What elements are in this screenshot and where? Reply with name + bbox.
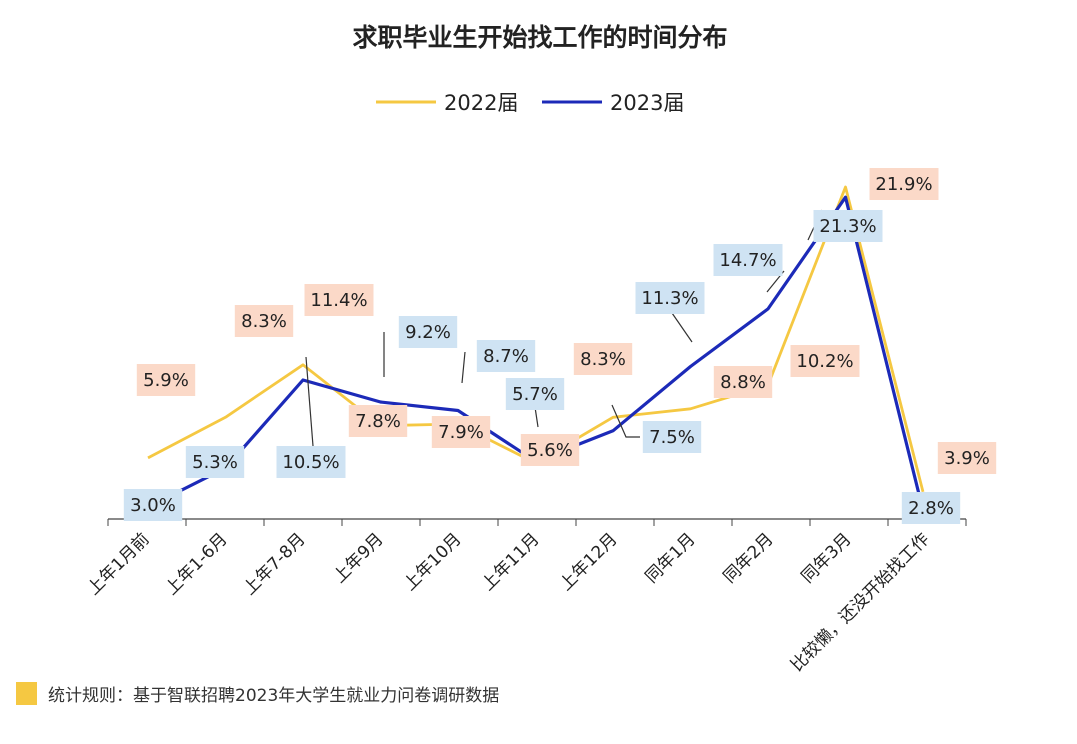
data-label-text: 21.3% bbox=[819, 216, 876, 237]
data-label-1-7: 11.3% bbox=[635, 282, 705, 314]
data-label-text: 10.2% bbox=[796, 351, 853, 372]
footnote-text: 统计规则：基于智联招聘2023年大学生就业力问卷调研数据 bbox=[48, 686, 499, 706]
footnote-marker bbox=[16, 682, 37, 705]
data-label-bg bbox=[398, 316, 458, 348]
data-label-0-6: 8.3% bbox=[573, 343, 633, 375]
legend-label-1: 2023届 bbox=[610, 91, 684, 115]
data-label-bg bbox=[573, 343, 633, 375]
data-label-text: 11.3% bbox=[641, 288, 698, 309]
data-label-text: 10.5% bbox=[282, 452, 339, 473]
data-label-text: 8.3% bbox=[580, 349, 626, 370]
label-leader-line bbox=[534, 406, 539, 428]
data-labels: 5.9% 8.3% 11.4% 7.8% 7.9% 5.6% 8.3% 8.8% 10.2% 21… bbox=[123, 168, 997, 524]
data-label-bg bbox=[185, 446, 245, 478]
x-tick-label: 上年12月 bbox=[556, 529, 622, 595]
data-label-bg bbox=[635, 282, 705, 314]
data-label-bg bbox=[123, 489, 183, 521]
data-label-bg bbox=[520, 434, 580, 466]
data-label-1-3: 9.2% bbox=[398, 316, 458, 348]
data-label-1-1: 5.3% bbox=[185, 446, 245, 478]
data-label-text: 7.8% bbox=[355, 411, 401, 432]
data-label-bg bbox=[276, 446, 346, 478]
data-label-0-1: 8.3% bbox=[234, 305, 294, 337]
data-label-bg bbox=[869, 168, 939, 200]
x-tick-label: 上年10月 bbox=[400, 529, 466, 595]
data-label-text: 3.0% bbox=[130, 495, 176, 516]
data-label-0-9: 21.9% bbox=[869, 168, 939, 200]
data-label-text: 5.7% bbox=[512, 384, 558, 405]
data-label-bg bbox=[431, 416, 491, 448]
data-label-bg bbox=[901, 492, 961, 524]
data-label-1-8: 14.7% bbox=[713, 244, 783, 276]
data-label-text: 2.8% bbox=[908, 498, 954, 519]
data-label-bg bbox=[813, 210, 883, 242]
data-label-text: 8.7% bbox=[483, 346, 529, 367]
data-label-0-4: 7.9% bbox=[431, 416, 491, 448]
data-label-1-6: 7.5% bbox=[642, 421, 702, 453]
data-label-text: 21.9% bbox=[875, 174, 932, 195]
data-label-text: 5.3% bbox=[192, 452, 238, 473]
data-label-bg bbox=[713, 244, 783, 276]
data-label-bg bbox=[348, 405, 408, 437]
data-label-text: 7.5% bbox=[649, 427, 695, 448]
data-label-0-3: 7.8% bbox=[348, 405, 408, 437]
data-label-text: 5.9% bbox=[143, 370, 189, 391]
data-label-text: 8.3% bbox=[241, 311, 287, 332]
data-label-1-0: 3.0% bbox=[123, 489, 183, 521]
data-label-bg bbox=[505, 378, 565, 410]
x-tick-label: 上年1月前 bbox=[84, 529, 154, 599]
data-label-bg bbox=[136, 364, 196, 396]
x-tick-label: 比较懒，还没开始找工作 bbox=[787, 529, 933, 675]
legend: 2022届 2023届 bbox=[376, 91, 684, 115]
data-label-text: 11.4% bbox=[310, 290, 367, 311]
label-leader-line bbox=[671, 312, 693, 343]
x-tick-label: 同年3月 bbox=[798, 529, 856, 587]
data-label-1-9: 21.3% bbox=[813, 210, 883, 242]
x-tick-label: 上年7-8月 bbox=[240, 529, 310, 599]
x-tick-label: 上年11月 bbox=[478, 529, 544, 595]
data-label-0-10: 3.9% bbox=[937, 442, 997, 474]
label-leader-line bbox=[305, 356, 314, 447]
data-label-bg bbox=[713, 366, 773, 398]
data-label-bg bbox=[790, 345, 860, 377]
data-label-0-5: 5.6% bbox=[520, 434, 580, 466]
data-label-0-7: 8.8% bbox=[713, 366, 773, 398]
x-axis bbox=[107, 518, 967, 526]
x-tick-labels: 上年1月前 上年1-6月 上年7-8月 上年9月 上年10月 上年11月 上年12月 同年1月… bbox=[84, 529, 934, 675]
data-label-0-0: 5.9% bbox=[136, 364, 196, 396]
data-label-bg bbox=[304, 284, 374, 316]
data-label-text: 5.6% bbox=[527, 440, 573, 461]
data-label-bg bbox=[937, 442, 997, 474]
data-label-text: 14.7% bbox=[719, 250, 776, 271]
data-label-1-5: 5.7% bbox=[505, 378, 565, 410]
x-tick-label: 同年2月 bbox=[720, 529, 778, 587]
label-leader-line bbox=[461, 351, 466, 384]
data-label-text: 7.9% bbox=[438, 422, 484, 443]
data-label-1-10: 2.8% bbox=[901, 492, 961, 524]
x-tick-label: 同年1月 bbox=[642, 529, 700, 587]
data-label-1-2: 10.5% bbox=[276, 446, 346, 478]
data-label-bg bbox=[642, 421, 702, 453]
chart-title: 求职毕业生开始找工作的时间分布 bbox=[352, 23, 727, 52]
label-leader-line bbox=[611, 404, 640, 438]
data-label-bg bbox=[476, 340, 536, 372]
legend-label-0: 2022届 bbox=[444, 91, 518, 115]
x-tick-label: 上年9月 bbox=[330, 529, 388, 587]
data-label-1-4: 8.7% bbox=[476, 340, 536, 372]
data-label-bg bbox=[234, 305, 294, 337]
data-label-text: 3.9% bbox=[944, 448, 990, 469]
data-label-0-8: 10.2% bbox=[790, 345, 860, 377]
data-label-text: 9.2% bbox=[405, 322, 451, 343]
data-label-0-2: 11.4% bbox=[304, 284, 374, 316]
x-tick-label: 上年1-6月 bbox=[162, 529, 232, 599]
data-label-text: 8.8% bbox=[720, 372, 766, 393]
